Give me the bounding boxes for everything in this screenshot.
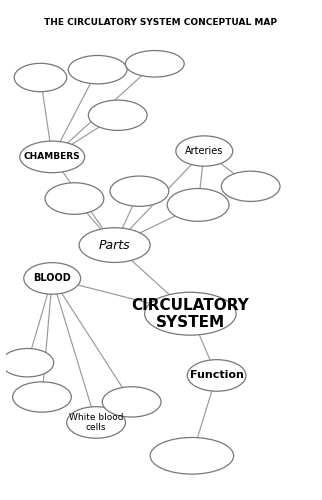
Text: BLOOD: BLOOD [33, 274, 71, 283]
Ellipse shape [110, 176, 169, 206]
Ellipse shape [176, 136, 233, 166]
Text: CHAMBERS: CHAMBERS [24, 152, 80, 162]
Text: CIRCULATORY
SYSTEM: CIRCULATORY SYSTEM [131, 298, 249, 330]
Ellipse shape [67, 406, 126, 438]
Ellipse shape [102, 387, 161, 417]
Ellipse shape [167, 188, 229, 222]
Text: Function: Function [190, 370, 243, 380]
Ellipse shape [1, 348, 54, 377]
Text: Arteries: Arteries [185, 146, 223, 156]
Ellipse shape [45, 183, 104, 214]
Ellipse shape [79, 228, 150, 262]
Ellipse shape [24, 262, 80, 294]
Ellipse shape [150, 438, 234, 474]
Text: White blood
cells: White blood cells [69, 413, 123, 432]
Ellipse shape [88, 100, 147, 130]
Ellipse shape [13, 382, 71, 412]
Ellipse shape [221, 171, 280, 202]
Ellipse shape [14, 64, 67, 92]
Ellipse shape [68, 56, 127, 84]
Ellipse shape [187, 360, 246, 391]
Text: THE CIRCULATORY SYSTEM CONCEPTUAL MAP: THE CIRCULATORY SYSTEM CONCEPTUAL MAP [44, 18, 278, 26]
Text: Parts: Parts [99, 238, 130, 252]
Ellipse shape [145, 292, 236, 335]
Ellipse shape [20, 141, 85, 172]
Ellipse shape [126, 50, 184, 77]
